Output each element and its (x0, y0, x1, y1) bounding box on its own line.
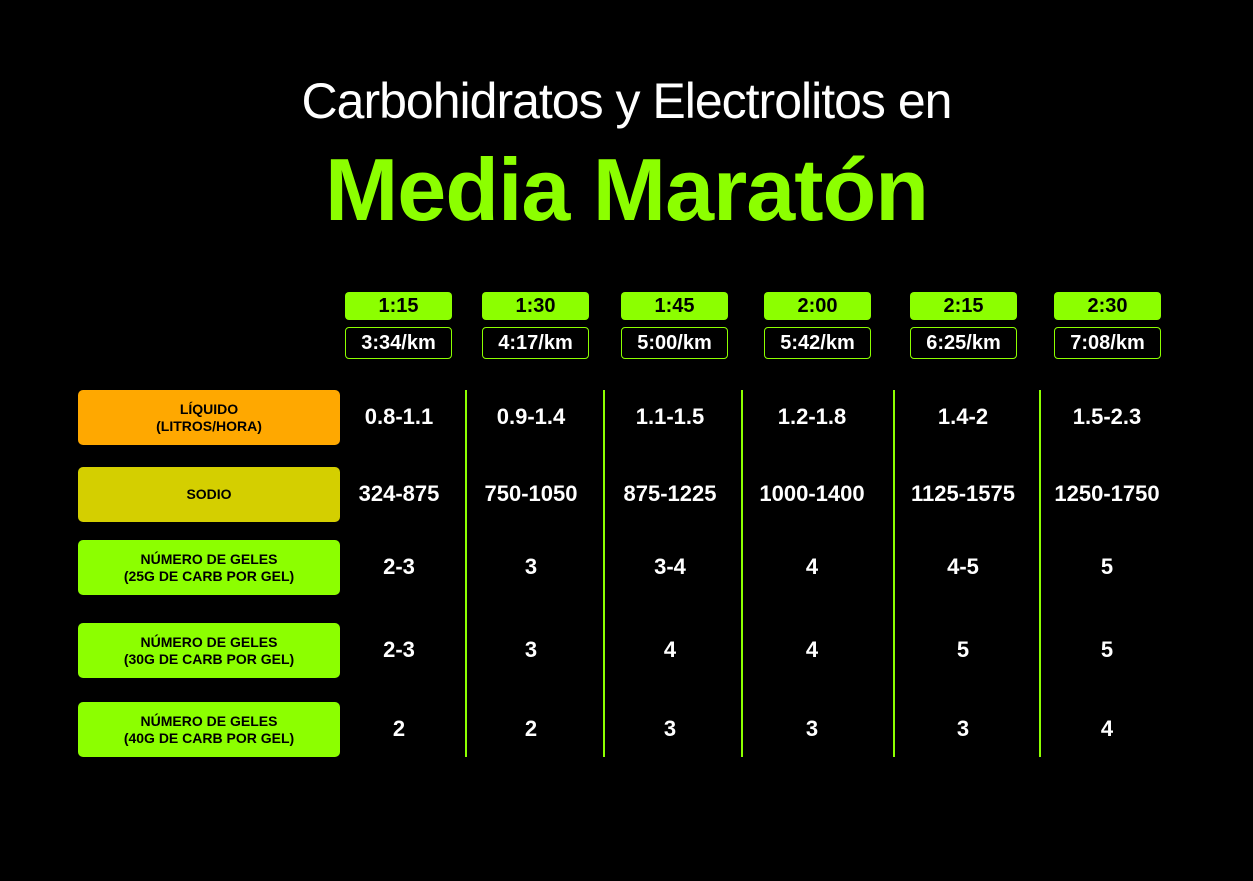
table-cell: 1.4-2 (937, 404, 989, 429)
time-header-5: 2:15 (910, 292, 1017, 320)
time-header-4: 2:00 (764, 292, 871, 320)
time-header-2: 1:30 (482, 292, 589, 320)
table-cell: 0.8-1.1 (364, 404, 434, 429)
table-cell: 750-1050 (484, 481, 578, 506)
row-label-subtitle: (30G DE CARB POR GEL) (123, 650, 295, 667)
table-cell: 1125-1575 (911, 481, 1015, 506)
column-divider (1039, 390, 1041, 757)
table-cell: 4 (663, 637, 677, 662)
column-divider (741, 390, 743, 757)
column-divider (603, 390, 605, 757)
row-label: NÚMERO DE GELES (40G DE CARB POR GEL) (78, 702, 340, 757)
row-label-subtitle: (25G DE CARB POR GEL) (123, 567, 295, 584)
table-cell: 5 (1100, 554, 1114, 579)
table-cell: 2 (524, 716, 538, 741)
table-cell: 3 (663, 716, 677, 741)
title-line1: Carbohidratos y Electrolitos en (301, 73, 953, 129)
table-cell: 2 (392, 716, 406, 741)
time-header-1: 1:15 (345, 292, 452, 320)
row-label: NÚMERO DE GELES (25G DE CARB POR GEL) (78, 540, 340, 595)
row-label: SODIO (78, 467, 340, 522)
table-cell: 1250-1750 (1054, 481, 1160, 506)
time-header-6: 2:30 (1054, 292, 1161, 320)
table-cell: 3 (956, 716, 970, 741)
table-cell: 4 (1100, 716, 1114, 741)
column-divider (465, 390, 467, 757)
row-label-title: LÍQUIDO (179, 400, 239, 417)
table-cell: 875-1225 (623, 481, 717, 506)
table-cell: 4-5 (947, 554, 979, 579)
table-cell: 324-875 (358, 481, 440, 506)
table-cell: 4 (805, 554, 819, 579)
table-cell: 1.1-1.5 (635, 404, 705, 429)
column-divider (893, 390, 895, 757)
table-cell: 3-4 (654, 554, 686, 579)
table-cell: 4 (805, 637, 819, 662)
table-cell: 5 (956, 637, 970, 662)
table-cell: 1.2-1.8 (777, 404, 847, 429)
pace-header-4: 5:42/km (764, 327, 871, 359)
pace-header-6: 7:08/km (1054, 327, 1161, 359)
row-label: LÍQUIDO (LITROS/HORA) (78, 390, 340, 445)
table-cell: 1000-1400 (759, 481, 865, 506)
page-title: Media Maratón (324, 140, 929, 239)
pace-header-1: 3:34/km (345, 327, 452, 359)
table-cell: 3 (524, 637, 538, 662)
table-cell: 3 (805, 716, 819, 741)
table-cell: 1.5-2.3 (1072, 404, 1142, 429)
time-header-3: 1:45 (621, 292, 728, 320)
row-label-title: NÚMERO DE GELES (140, 712, 278, 729)
row-label-title: NÚMERO DE GELES (140, 550, 278, 567)
pace-header-5: 6:25/km (910, 327, 1017, 359)
table-cell: 3 (524, 554, 538, 579)
table-cell: 0.9-1.4 (496, 404, 566, 429)
row-label-subtitle: (LITROS/HORA) (156, 417, 262, 434)
row-label: NÚMERO DE GELES (30G DE CARB POR GEL) (78, 623, 340, 678)
row-label-title: NÚMERO DE GELES (140, 633, 278, 650)
pace-header-2: 4:17/km (482, 327, 589, 359)
table-cell: 5 (1100, 637, 1114, 662)
row-label-subtitle: (40G DE CARB POR GEL) (123, 729, 295, 746)
table-cell: 2-3 (383, 554, 415, 579)
row-label-title: SODIO (186, 486, 232, 502)
table-cell: 2-3 (383, 637, 415, 662)
pace-header-3: 5:00/km (621, 327, 728, 359)
